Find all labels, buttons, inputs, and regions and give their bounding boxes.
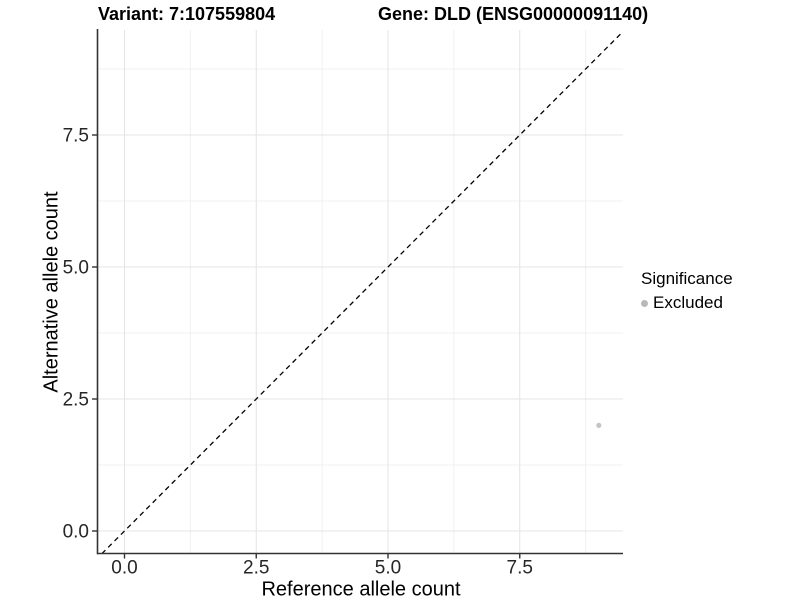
legend-key-circle-icon: [641, 299, 648, 307]
legend-title: Significance: [641, 269, 733, 288]
legend: Significance Excluded: [641, 269, 733, 313]
data-point: [596, 422, 602, 428]
legend-entries: Excluded: [641, 293, 733, 313]
y-tick-label: 0.0: [63, 522, 89, 543]
y-tick-label: 2.5: [63, 390, 89, 411]
y-tick-label: 7.5: [63, 126, 89, 147]
x-tick-label: 7.5: [507, 558, 533, 579]
x-tick-label: 5.0: [375, 558, 401, 579]
x-tick-label: 0.0: [111, 558, 137, 579]
x-axis-label: Reference allele count: [261, 578, 461, 600]
identity-reference-line: [101, 31, 624, 555]
legend-entry-label: Excluded: [653, 293, 723, 312]
x-tick-label: 2.5: [243, 558, 269, 579]
plot-title-gene: Gene: DLD (ENSG00000091140): [378, 4, 649, 24]
y-axis-label: Alternative allele count: [40, 191, 63, 393]
legend-entry: Excluded: [641, 293, 733, 313]
y-tick-label: 5.0: [63, 258, 89, 279]
plot-title-variant: Variant: 7:107559804: [98, 4, 276, 24]
